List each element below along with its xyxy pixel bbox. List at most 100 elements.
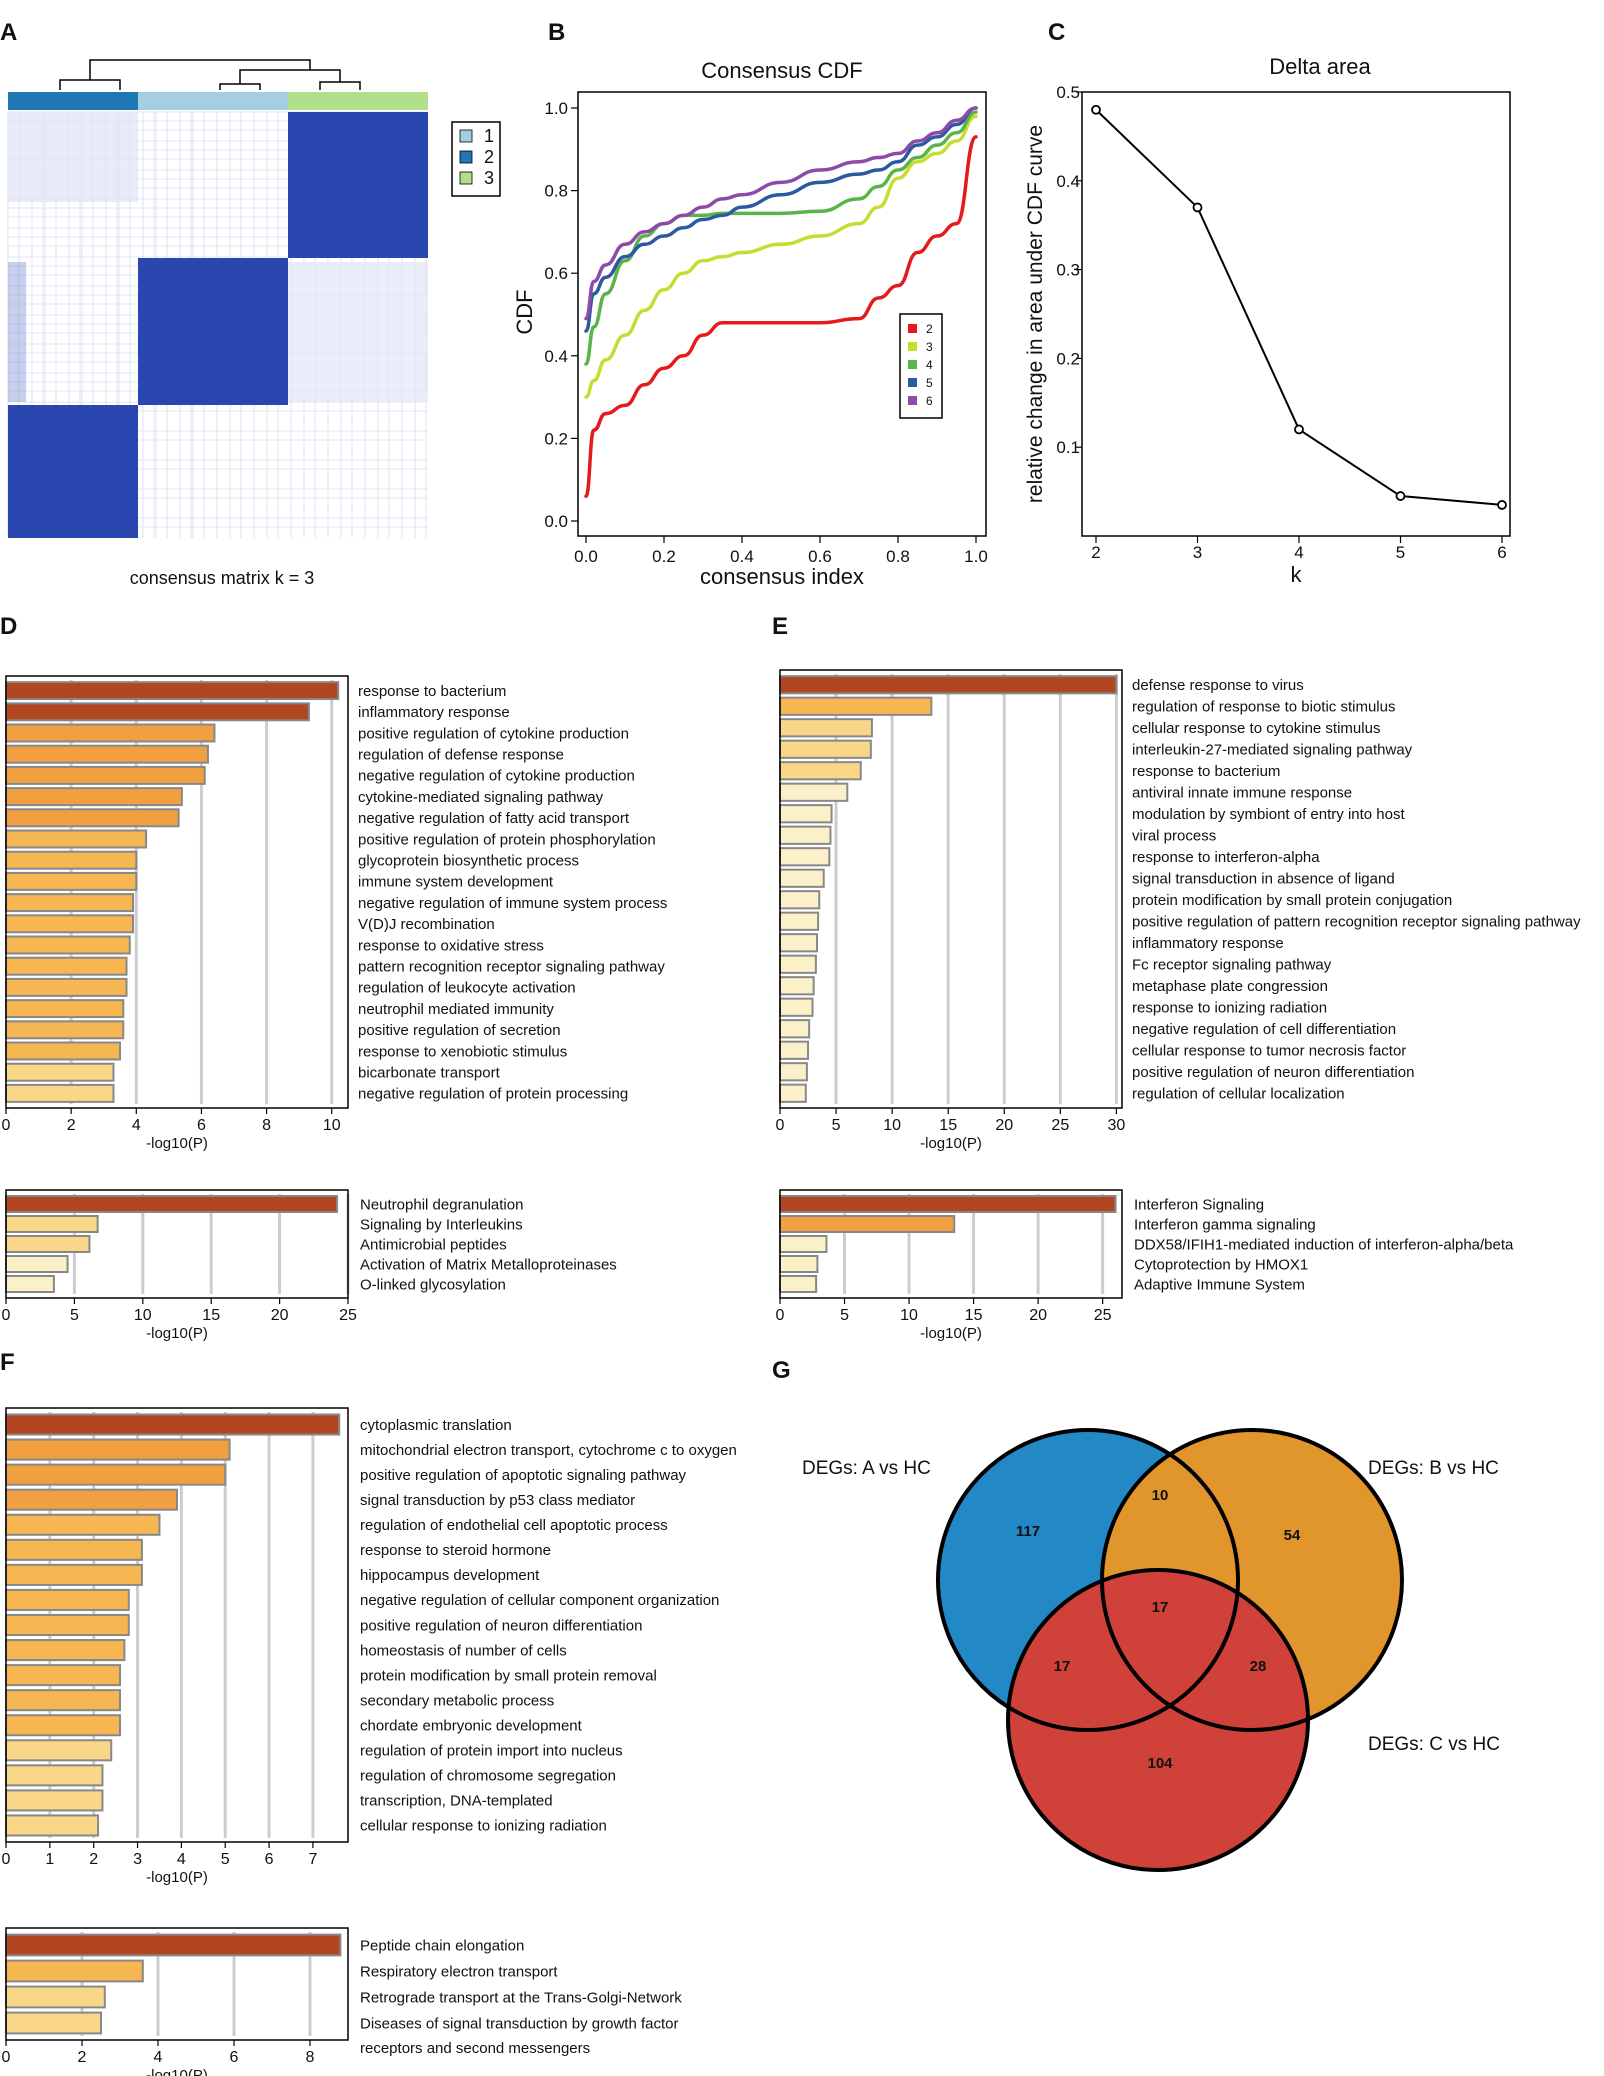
x-tick-label: 20 <box>271 1307 289 1324</box>
bar <box>5 1563 143 1586</box>
delta-area-chart: Delta area 2 3 4 5 6 0.1 0.2 0.3 0.4 0.5 k relative … <box>1024 54 1511 587</box>
category-label: signal transduction by p53 class mediato… <box>360 1492 635 1509</box>
x-axis-label: k <box>1291 562 1303 587</box>
bar <box>5 1062 115 1082</box>
category-label: positive regulation of apoptotic signali… <box>360 1467 687 1484</box>
matrix-caption: consensus matrix k = 3 <box>130 568 315 588</box>
legend-swatch <box>908 360 917 369</box>
bar <box>5 1588 130 1611</box>
bar <box>5 1463 227 1486</box>
bar <box>5 1814 100 1837</box>
x-tick-label: 1.0 <box>964 547 988 566</box>
panel-letter-E: E <box>772 613 788 640</box>
bar <box>5 681 340 701</box>
category-label: V(D)J recombination <box>358 916 495 933</box>
consensus-matrix-panel: 123 consensus matrix k = 3 <box>7 59 501 588</box>
category-label: positive regulation of protein phosphory… <box>358 831 656 848</box>
category-label: response to bacterium <box>358 683 506 700</box>
x-tick-label: 10 <box>134 1307 152 1324</box>
bar <box>5 808 180 828</box>
y-tick-label: 0.2 <box>1056 349 1080 368</box>
plot-frame <box>5 1189 349 1299</box>
x-tick-label: 5 <box>1396 543 1405 562</box>
category-label: receptors and second messengers <box>360 2040 590 2057</box>
bar <box>779 1255 819 1273</box>
cdf-series-2 <box>584 135 978 498</box>
bar <box>779 825 832 845</box>
category-label: transcription, DNA-templated <box>360 1793 553 1810</box>
consensus-block <box>8 405 138 538</box>
category-label: metaphase plate congression <box>1132 978 1328 995</box>
consensus-block <box>138 258 288 405</box>
x-tick-label: 5 <box>70 1307 79 1324</box>
x-axis-label: consensus index <box>700 564 864 589</box>
bar-chart-E_bottom: 0 5 10 15 20 25 -log10(P) Interferon Signaling I… <box>776 1189 1514 1342</box>
x-tick-label: 4 <box>132 1117 141 1134</box>
bar <box>5 702 310 722</box>
x-tick-label: 0 <box>776 1307 785 1324</box>
y-tick-label: 0.3 <box>1056 261 1080 280</box>
x-tick-label: 4 <box>1294 543 1303 562</box>
consensus-block <box>288 112 428 258</box>
cluster-bar-segment <box>8 92 138 110</box>
bar <box>5 999 125 1019</box>
bar <box>5 1689 121 1712</box>
venn-outline <box>936 1428 1240 1732</box>
x-axis-label: -log10(P) <box>920 1135 982 1152</box>
category-label: interleukin-27-mediated signaling pathwa… <box>1132 742 1413 759</box>
bar <box>5 1613 130 1637</box>
x-tick-label: 0.0 <box>574 547 598 566</box>
x-tick-label: 25 <box>339 1307 357 1324</box>
cdf-series-6 <box>584 106 978 321</box>
cdf-chart: Consensus CDF 0.0 0.2 0.4 0.6 0.8 1.0 0.0 0.2 0.4… <box>512 58 988 589</box>
category-label: secondary metabolic process <box>360 1692 554 1709</box>
category-label: positive regulation of pattern recogniti… <box>1132 914 1581 931</box>
bar-chart-D_top: 0 2 4 6 8 10 -log10(P) response to bacterium inf… <box>2 675 667 1152</box>
category-label: response to ionizing radiation <box>1132 1000 1327 1017</box>
x-tick-label: 8 <box>306 2049 315 2066</box>
delta-line <box>1095 109 1503 506</box>
bar <box>5 765 206 785</box>
category-label: Respiratory electron transport <box>360 1963 558 1980</box>
dendrogram-branch <box>59 74 121 90</box>
bar <box>779 739 872 759</box>
bar <box>5 1413 341 1436</box>
category-label: negative regulation of immune system pro… <box>358 895 667 912</box>
delta-point <box>1395 491 1406 501</box>
x-tick-label: 15 <box>965 1307 983 1324</box>
plot-frame <box>5 1407 349 1843</box>
bar <box>779 911 820 931</box>
bar <box>779 1215 956 1233</box>
plot-frame <box>5 1927 349 2041</box>
category-label: negative regulation of cell differentiat… <box>1132 1021 1396 1038</box>
panel-letter-C: C <box>1048 19 1065 46</box>
bar <box>5 1235 91 1253</box>
category-label: neutrophil mediated immunity <box>358 1001 554 1018</box>
bar <box>5 1215 99 1233</box>
category-label: Cytoprotection by HMOX1 <box>1134 1256 1308 1273</box>
cdf-series-5 <box>584 106 978 333</box>
bar <box>5 787 183 807</box>
x-tick-label: 4 <box>154 2049 163 2066</box>
bar <box>5 1083 115 1103</box>
bar <box>779 933 819 953</box>
category-label: cellular response to ionizing radiation <box>360 1818 607 1835</box>
y-tick-label: 0.2 <box>544 429 568 448</box>
venn-count: 54 <box>1284 1527 1301 1544</box>
panel-letter-G: G <box>772 1357 791 1384</box>
bar <box>5 935 131 955</box>
y-tick-label: 0.1 <box>1056 438 1080 457</box>
y-tick-label: 0.8 <box>544 182 568 201</box>
bar <box>779 718 873 738</box>
category-label: cytoplasmic translation <box>360 1417 512 1434</box>
x-tick-label: 6 <box>230 2049 239 2066</box>
x-tick-label: 10 <box>883 1117 901 1134</box>
category-label: regulation of protein import into nucleu… <box>360 1743 623 1760</box>
x-tick-label: 3 <box>1193 543 1202 562</box>
dendrogram <box>59 59 361 90</box>
venn-set-label-a: DEGs: A vs HC <box>802 1458 931 1479</box>
category-label: response to bacterium <box>1132 763 1280 780</box>
bar <box>5 1195 339 1213</box>
category-label: cellular response to cytokine stimulus <box>1132 720 1380 737</box>
bar <box>779 782 849 802</box>
